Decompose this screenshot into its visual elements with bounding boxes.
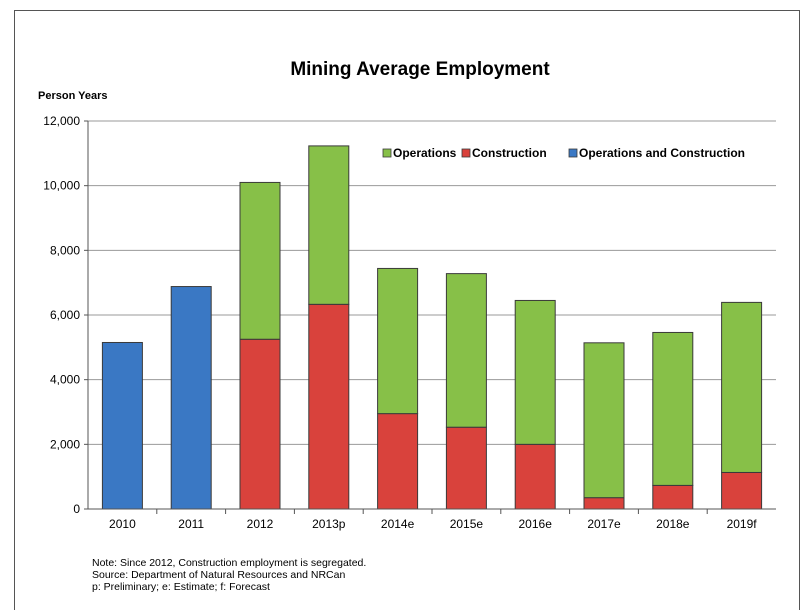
y-tick-labels: 0 2,000 4,000 6,000 8,000 10,000 12,000	[43, 114, 88, 516]
x-tick-label: 2017e	[587, 517, 621, 531]
bar-operations	[514, 299, 556, 445]
bar-operations	[239, 181, 281, 340]
note-line: Note: Since 2012, Construction employmen…	[92, 557, 367, 569]
bar-operations	[652, 331, 694, 486]
y-tick-label: 0	[73, 502, 80, 516]
bar-construction	[583, 497, 625, 510]
x-tick-label: 2013p	[312, 517, 346, 531]
bar-operations-and-construction	[101, 341, 143, 510]
y-tick-label: 2,000	[50, 437, 80, 451]
legend-swatch	[382, 148, 392, 158]
x-tick-label: 2011	[178, 517, 204, 531]
legend: Operations Construction Operations and Con…	[382, 146, 745, 160]
bar-construction	[652, 484, 694, 510]
x-tick-labels: 2010 2011 2012 2013p 2014e 2015e 2016e 2017e 201…	[109, 509, 757, 531]
y-tick-label: 6,000	[50, 308, 80, 322]
bar-operations	[721, 301, 763, 473]
legend-label: Operations	[393, 146, 457, 160]
chart-title: Mining Average Employment	[290, 59, 550, 80]
bar-operations	[583, 342, 625, 499]
chart-frame	[14, 10, 800, 610]
bar-construction	[239, 338, 281, 510]
bar-construction	[514, 443, 556, 510]
x-tick-label: 2014e	[381, 517, 415, 531]
y-tick-label: 10,000	[43, 179, 80, 193]
y-axis-label: Person Years	[38, 90, 108, 102]
legend-label: Construction	[472, 146, 547, 160]
bars	[101, 145, 763, 510]
x-tick-label: 2018e	[656, 517, 690, 531]
bar-construction	[721, 471, 763, 510]
legend-label: Operations and Construction	[579, 146, 745, 160]
bar-operations	[377, 267, 419, 415]
y-tick-label: 8,000	[50, 243, 80, 257]
bar-construction	[445, 426, 487, 510]
x-tick-label: 2015e	[450, 517, 484, 531]
x-tick-label: 2019f	[727, 517, 758, 531]
legend-swatch	[568, 148, 578, 158]
y-tick-label: 12,000	[43, 114, 80, 128]
x-tick-label: 2010	[109, 517, 136, 531]
bar-operations-and-construction	[170, 286, 212, 510]
source-line: Source: Department of Natural Resources …	[92, 569, 346, 581]
bar-operations	[445, 273, 487, 428]
abbreviations-line: p: Preliminary; e: Estimate; f: Forecast	[92, 581, 270, 593]
legend-swatch	[461, 148, 471, 158]
bar-operations	[308, 145, 350, 305]
x-tick-label: 2012	[247, 517, 274, 531]
x-tick-label: 2016e	[519, 517, 553, 531]
bar-construction	[377, 413, 419, 510]
y-tick-label: 4,000	[50, 373, 80, 387]
chart-notes: Note: Since 2012, Construction employmen…	[92, 557, 366, 593]
bar-construction	[308, 303, 350, 510]
